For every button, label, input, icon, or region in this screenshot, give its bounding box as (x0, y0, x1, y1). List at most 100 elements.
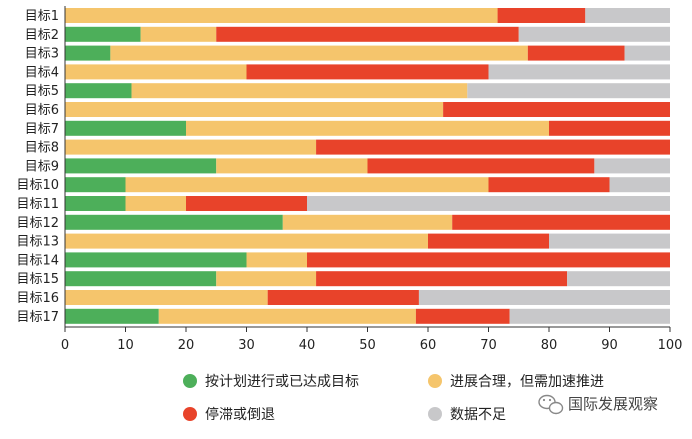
legend-item: 停滞或倒退 (183, 406, 275, 423)
bar-segment (65, 290, 268, 305)
category-label: 目标4 (25, 65, 59, 80)
category-label: 目标12 (16, 216, 59, 231)
bar-segment (488, 177, 610, 193)
bar-segment (246, 64, 489, 80)
bar-segment (585, 8, 670, 23)
bar-segment (110, 45, 528, 61)
bar-segment (316, 139, 670, 155)
bar-segment (65, 233, 428, 249)
x-tick-label: 20 (178, 338, 195, 353)
category-label: 目标15 (16, 272, 59, 287)
legend-label: 数据不足 (450, 407, 506, 423)
bar-segment (65, 177, 126, 193)
category-label: 目标11 (16, 197, 59, 212)
x-tick-label: 80 (541, 338, 558, 353)
bar-segment (567, 271, 670, 287)
bar-segment (428, 233, 549, 249)
bar-segment (65, 8, 498, 23)
bar-segment (65, 45, 111, 61)
x-tick-label: 30 (238, 338, 255, 353)
bar-segment (158, 308, 416, 324)
category-label: 目标8 (25, 141, 59, 156)
bar-segment (65, 120, 186, 136)
x-tick-label: 90 (601, 338, 618, 353)
category-label: 目标14 (16, 253, 59, 268)
category-label: 目标7 (25, 122, 59, 137)
category-label: 目标16 (16, 291, 59, 306)
x-tick-label: 10 (117, 338, 134, 353)
bar-segment (216, 26, 519, 42)
category-labels: 目标1 目标2 目标3 目标4 目标5 目标6 目标7 目标8 目标9 目标10 目标11 目标12 目… (16, 9, 59, 325)
bar-segment (609, 177, 670, 193)
bar-segment (443, 102, 670, 117)
bar-segment (125, 196, 186, 211)
bar-segment (216, 158, 368, 174)
x-tick-label: 60 (420, 338, 437, 353)
bar-segment (65, 158, 217, 174)
bar-segment (246, 252, 307, 268)
bar-segment (488, 64, 670, 80)
bar-segment (549, 120, 670, 136)
category-label: 目标1 (25, 9, 59, 24)
bar-segment (65, 308, 159, 324)
bar-segment (307, 196, 670, 211)
legend-swatch (428, 407, 442, 421)
bar-segment (216, 271, 317, 287)
bar-segment (186, 120, 549, 136)
category-label: 目标6 (25, 103, 59, 118)
legend-swatch (183, 374, 197, 388)
bar-segment (594, 158, 670, 174)
category-label: 目标9 (25, 159, 59, 174)
bar-segment (267, 290, 419, 305)
bar-segment (518, 26, 670, 42)
bar-segment (65, 83, 132, 99)
bars-layer (65, 8, 670, 324)
wechat-icon (538, 394, 564, 415)
bar-segment (418, 290, 670, 305)
category-label: 目标3 (25, 47, 59, 62)
x-tick-label: 0 (61, 338, 69, 353)
legend-item: 数据不足 (428, 407, 506, 423)
bar-segment (316, 271, 568, 287)
bar-segment (415, 308, 510, 324)
x-tick-label: 40 (299, 338, 316, 353)
legend-item: 按计划进行或已达成目标 (183, 374, 359, 390)
bar-segment (65, 196, 126, 211)
x-tick-label: 50 (359, 338, 376, 353)
x-tick-label: 70 (480, 338, 497, 353)
category-label: 目标2 (25, 28, 59, 43)
x-tick-label: 100 (658, 338, 683, 353)
bar-segment (65, 64, 247, 80)
category-label: 目标5 (25, 84, 59, 99)
bar-segment (467, 83, 670, 99)
bar-segment (65, 252, 247, 268)
bar-segment (452, 214, 670, 230)
bar-segment (624, 45, 670, 61)
bar-segment (131, 83, 468, 99)
category-label: 目标13 (16, 235, 59, 250)
legend-label: 停滞或倒退 (205, 406, 275, 423)
bar-segment (497, 8, 586, 23)
watermark-text: 国际发展观察 (568, 395, 658, 413)
category-label: 目标17 (16, 310, 59, 325)
legend-label: 按计划进行或已达成目标 (205, 374, 359, 390)
bar-segment (549, 233, 670, 249)
bar-segment (65, 139, 317, 155)
bar-segment (307, 252, 670, 268)
bar-segment (282, 214, 453, 230)
bar-segment (367, 158, 595, 174)
watermark: 国际发展观察 (538, 394, 658, 415)
x-axis: 0 10 20 30 40 50 60 70 80 90 100 (61, 6, 683, 353)
bar-segment (509, 308, 670, 324)
legend-item: 进展合理，但需加速推进 (428, 374, 604, 390)
category-label: 目标10 (16, 178, 59, 193)
bar-segment (140, 26, 217, 42)
bar-segment (125, 177, 489, 193)
bar-segment (186, 196, 307, 211)
bar-segment (65, 26, 141, 42)
bar-segment (65, 102, 444, 117)
bar-segment (65, 271, 217, 287)
